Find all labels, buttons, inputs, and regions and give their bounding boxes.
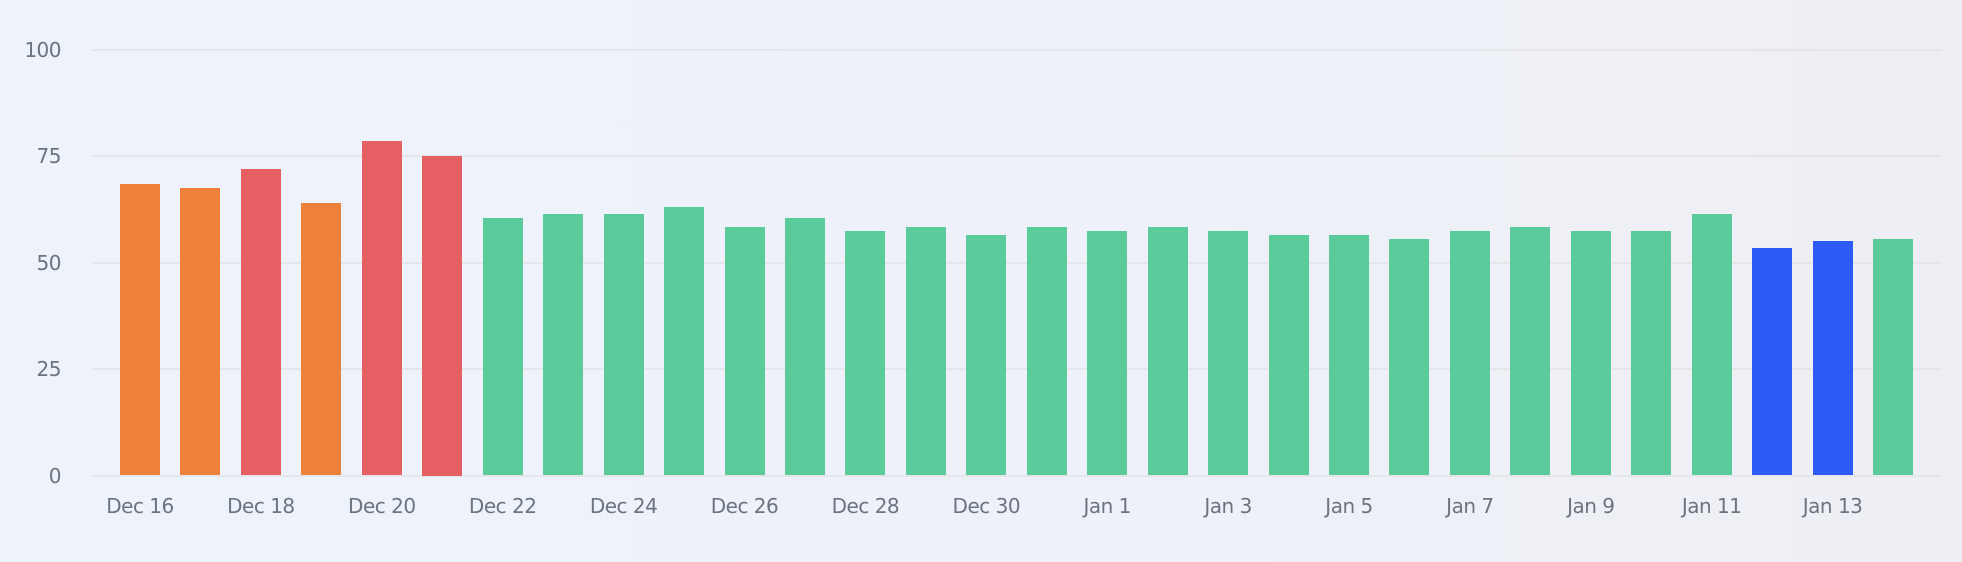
bar-jan-11[interactable]	[1691, 213, 1732, 476]
bar-jan-9[interactable]	[1570, 230, 1611, 476]
gridline	[92, 155, 1942, 158]
x-axis-tick-label: Dec 22	[468, 494, 537, 518]
bar-dec-26[interactable]	[724, 226, 765, 476]
x-axis-tick-label: Jan 13	[1802, 494, 1863, 518]
bar-jan-3[interactable]	[1208, 230, 1249, 476]
bar-jan-12[interactable]	[1752, 247, 1793, 476]
bar-jan-14[interactable]	[1873, 239, 1914, 476]
gridline	[92, 261, 1942, 264]
bar-dec-22[interactable]	[482, 218, 523, 476]
bar-jan-7[interactable]	[1449, 230, 1490, 476]
bar-dec-29[interactable]	[905, 226, 946, 476]
bar-dec-31[interactable]	[1026, 226, 1067, 476]
gridline	[92, 474, 1942, 477]
bar-dec-30[interactable]	[966, 235, 1007, 476]
bar-dec-17[interactable]	[180, 188, 221, 476]
bar-dec-24[interactable]	[603, 213, 644, 476]
bar-jan-10[interactable]	[1631, 230, 1672, 476]
bar-dec-19[interactable]	[301, 203, 342, 476]
x-axis-tick-label: Jan 3	[1204, 494, 1252, 518]
bar-dec-18[interactable]	[240, 169, 281, 476]
bar-jan-5[interactable]	[1329, 235, 1369, 476]
y-axis-tick-label: 25	[36, 357, 62, 382]
x-axis-tick-label: Jan 5	[1325, 494, 1373, 518]
bar-dec-20[interactable]	[361, 141, 402, 476]
x-axis-tick-label: Dec 30	[952, 494, 1021, 518]
y-axis-tick-label: 0	[48, 463, 62, 488]
bar-dec-16[interactable]	[120, 184, 160, 476]
bar-jan-2[interactable]	[1147, 226, 1188, 476]
y-axis-tick-label: 100	[24, 38, 61, 62]
bar-jan-6[interactable]	[1389, 239, 1430, 476]
x-axis-tick-label: Dec 18	[227, 494, 295, 518]
y-axis-tick-label: 75	[36, 144, 62, 169]
bar-jan-8[interactable]	[1510, 226, 1551, 476]
x-axis-tick-label: Jan 1	[1083, 494, 1131, 518]
x-axis-tick-label: Dec 16	[106, 494, 174, 518]
x-axis-tick-label: Jan 11	[1681, 494, 1742, 518]
bar-jan-13[interactable]	[1812, 241, 1853, 476]
gridline	[92, 49, 1942, 51]
bar-dec-21[interactable]	[422, 156, 463, 476]
bar-jan-4[interactable]	[1268, 235, 1309, 476]
bar-dec-25[interactable]	[664, 207, 705, 476]
x-axis-tick-label: Jan 7	[1446, 494, 1494, 518]
x-axis-tick-label: Jan 9	[1567, 494, 1615, 518]
bar-dec-27[interactable]	[784, 218, 825, 476]
y-axis-tick-label: 50	[36, 250, 62, 275]
gridline	[92, 368, 1942, 371]
bar-dec-23[interactable]	[543, 213, 584, 476]
x-axis-tick-label: Dec 24	[589, 494, 658, 518]
bar-dec-28[interactable]	[845, 230, 886, 476]
x-axis-tick-label: Dec 26	[710, 494, 779, 518]
bar-jan-1[interactable]	[1087, 230, 1128, 476]
x-axis-tick-label: Dec 20	[348, 494, 416, 518]
x-axis-tick-label: Dec 28	[831, 494, 900, 518]
